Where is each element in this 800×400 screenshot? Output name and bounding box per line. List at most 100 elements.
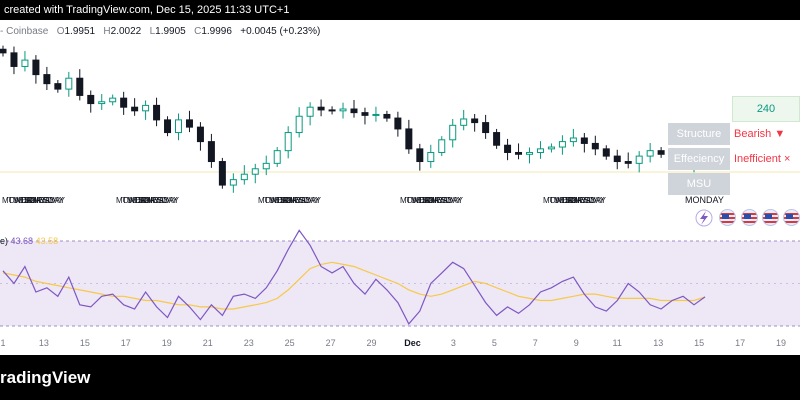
candle-body: [657, 150, 665, 155]
rsi-ma-value: 43.58: [35, 236, 59, 246]
monday-label: MONDAY: [685, 195, 724, 205]
candle-body: [416, 148, 424, 163]
msu-label: MSU: [668, 173, 730, 195]
us-flag-icon[interactable]: [783, 209, 800, 226]
close-label: C: [194, 26, 202, 37]
candle-body: [350, 108, 358, 114]
candle-body: [87, 94, 95, 105]
x-axis-tick-label: 5: [492, 338, 497, 348]
low-label: L: [149, 26, 156, 37]
us-flag-icon[interactable]: [719, 209, 736, 226]
x-axis-tick-label: 25: [285, 338, 295, 348]
candle-body: [635, 155, 643, 164]
day-label: THURSDAY: [20, 196, 64, 205]
us-flag-icon[interactable]: [741, 209, 758, 226]
day-label: MONDAY: [258, 196, 293, 205]
structure-value: Bearish ▼: [734, 128, 786, 140]
high-value: 2.0022: [110, 26, 142, 37]
efficiency-label: Effeciency: [668, 148, 730, 170]
candle-body: [21, 59, 29, 67]
day-label: THURSDAY: [276, 196, 320, 205]
candle-body: [526, 151, 533, 155]
rsi-line: [2, 229, 706, 325]
day-label: TUESDAY: [549, 196, 587, 205]
x-axis-tick-label: 23: [244, 338, 254, 348]
candle-body: [10, 52, 18, 67]
x-axis-tick-label: 15: [80, 338, 90, 348]
candle-body: [471, 118, 479, 124]
day-label: FRIDAY: [567, 196, 596, 205]
candle-body: [306, 106, 314, 117]
efficiency-value: Inefficient ×: [734, 153, 791, 165]
candle-body: [32, 59, 40, 76]
candle-body: [646, 150, 654, 157]
day-label: FRIDAY: [140, 196, 169, 205]
tradingview-brand: radingView: [0, 368, 91, 387]
candle-body: [153, 104, 161, 121]
candle-body: [591, 142, 599, 150]
x-axis-tick-label: 7: [533, 338, 538, 348]
candle-body: [482, 122, 490, 134]
x-axis-tick-label: 17: [735, 338, 745, 348]
candle-body: [460, 118, 468, 126]
candle-body: [76, 77, 84, 96]
candle-body: [240, 173, 248, 181]
candle-body: [427, 151, 435, 163]
x-axis-tick-label: 15: [694, 338, 704, 348]
day-label: FRIDAY: [282, 196, 311, 205]
candle-body: [65, 77, 73, 90]
candle-body: [339, 108, 347, 112]
timeframe-badge: 240: [732, 96, 800, 122]
change-value: +0.0045 (+0.23%): [240, 26, 321, 37]
day-label: WEDNESDAY: [128, 196, 180, 205]
candle-body: [536, 148, 544, 153]
open-value: 1.9951: [64, 26, 96, 37]
day-label: WEDNESDAY: [14, 196, 66, 205]
x-axis-tick-label: 9: [574, 338, 579, 348]
x-axis-tick-label: 19: [776, 338, 786, 348]
candle-body: [613, 155, 621, 163]
attribution-header: created with TradingView.com, Dec 15, 20…: [0, 0, 800, 20]
day-label: FRIDAY: [424, 196, 453, 205]
ohlc-legend: - Coinbase O1.9951 H2.0022 L1.9905 C1.99…: [0, 26, 320, 37]
day-label: TUESDAY: [122, 196, 160, 205]
candle-body: [185, 119, 193, 128]
rsi-legend-prefix: e): [0, 236, 9, 246]
us-flag-icon[interactable]: [762, 209, 779, 226]
candle-body: [504, 144, 512, 153]
candle-body: [328, 109, 336, 112]
candle-body: [273, 150, 281, 164]
candle-body: [361, 112, 369, 116]
candle-body: [120, 97, 128, 108]
candle-body: [558, 141, 566, 148]
x-axis-tick-label: 13: [653, 338, 663, 348]
candle-body: [624, 161, 632, 164]
candle-body: [196, 126, 204, 143]
candle-body: [251, 168, 259, 175]
candle-body: [449, 124, 457, 141]
candle-body: [405, 128, 413, 150]
candle-body: [98, 101, 106, 105]
day-label: FRIDAY: [26, 196, 55, 205]
x-axis-tick-label: 19: [162, 338, 172, 348]
x-axis-tick-label: 29: [366, 338, 376, 348]
day-label: TUESDAY: [264, 196, 302, 205]
day-label: MONDAY: [543, 196, 578, 205]
rsi-ma-line: [2, 261, 706, 310]
candle-body: [515, 151, 523, 155]
candle-body: [383, 113, 391, 119]
close-value: 1.9996: [201, 26, 232, 37]
rsi-legend: e) 43.68 43.58: [0, 236, 58, 246]
x-axis-tick-label: 21: [203, 338, 213, 348]
candle-body: [394, 117, 402, 130]
candle-body: [317, 106, 325, 111]
candle-body: [207, 141, 215, 163]
candle-body: [580, 137, 588, 144]
day-label: THURSDAY: [561, 196, 605, 205]
footer-bar: [0, 355, 800, 400]
day-label: THURSDAY: [134, 196, 178, 205]
low-value: 1.9905: [155, 26, 186, 37]
candle-body: [262, 162, 270, 170]
day-label: WEDNESDAY: [412, 196, 464, 205]
